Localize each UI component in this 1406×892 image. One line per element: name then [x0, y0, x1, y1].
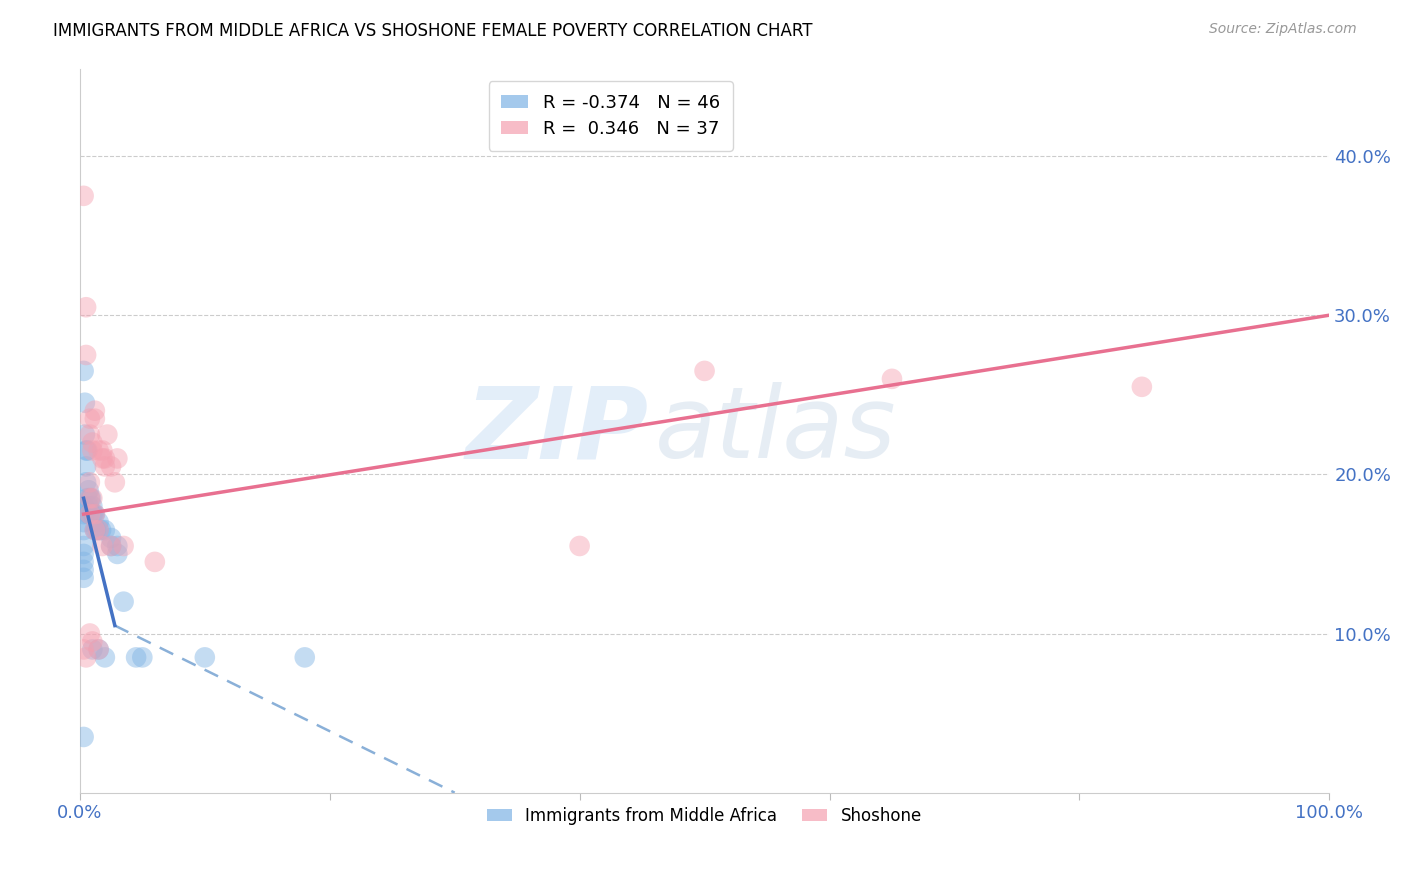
Text: Source: ZipAtlas.com: Source: ZipAtlas.com — [1209, 22, 1357, 37]
Point — [83, 403, 105, 417]
Point — [100, 539, 122, 553]
Point — [880, 372, 903, 386]
Point — [87, 523, 110, 537]
Point — [72, 523, 94, 537]
Point — [72, 539, 94, 553]
Point — [105, 547, 128, 561]
Point — [75, 443, 97, 458]
Point — [79, 507, 101, 521]
Point — [72, 730, 94, 744]
Point — [79, 507, 101, 521]
Point — [82, 634, 104, 648]
Point — [100, 459, 122, 474]
Point — [96, 427, 118, 442]
Point — [77, 499, 100, 513]
Point — [83, 523, 105, 537]
Point — [693, 364, 716, 378]
Point — [131, 650, 153, 665]
Point — [1130, 380, 1153, 394]
Point — [90, 523, 112, 537]
Point — [72, 515, 94, 529]
Point — [87, 642, 110, 657]
Point — [72, 571, 94, 585]
Point — [79, 411, 101, 425]
Point — [79, 427, 101, 442]
Point — [72, 555, 94, 569]
Point — [87, 515, 110, 529]
Point — [72, 499, 94, 513]
Point — [194, 650, 217, 665]
Point — [91, 539, 114, 553]
Point — [79, 475, 101, 490]
Point — [112, 539, 135, 553]
Point — [76, 443, 98, 458]
Point — [82, 507, 104, 521]
Point — [72, 642, 94, 657]
Point — [87, 443, 110, 458]
Point — [77, 507, 100, 521]
Point — [82, 435, 104, 450]
Point — [79, 626, 101, 640]
Point — [100, 539, 122, 553]
Point — [72, 563, 94, 577]
Point — [94, 451, 117, 466]
Point — [83, 411, 105, 425]
Point — [76, 491, 98, 506]
Point — [94, 459, 117, 474]
Point — [94, 523, 117, 537]
Point — [73, 395, 96, 409]
Point — [83, 507, 105, 521]
Point — [75, 459, 97, 474]
Point — [91, 451, 114, 466]
Text: atlas: atlas — [655, 382, 896, 479]
Point — [143, 555, 166, 569]
Point — [80, 491, 103, 506]
Point — [75, 300, 97, 314]
Point — [294, 650, 316, 665]
Point — [82, 499, 104, 513]
Point — [77, 483, 100, 498]
Point — [75, 348, 97, 362]
Point — [84, 523, 107, 537]
Point — [568, 539, 591, 553]
Point — [73, 427, 96, 442]
Point — [82, 491, 104, 506]
Point — [72, 507, 94, 521]
Point — [87, 523, 110, 537]
Point — [83, 523, 105, 537]
Point — [72, 547, 94, 561]
Point — [105, 451, 128, 466]
Point — [75, 650, 97, 665]
Point — [94, 650, 117, 665]
Point — [72, 364, 94, 378]
Legend: Immigrants from Middle Africa, Shoshone: Immigrants from Middle Africa, Shoshone — [477, 797, 932, 835]
Point — [104, 475, 127, 490]
Point — [83, 507, 105, 521]
Point — [100, 531, 122, 545]
Point — [105, 539, 128, 553]
Point — [79, 491, 101, 506]
Text: IMMIGRANTS FROM MIDDLE AFRICA VS SHOSHONE FEMALE POVERTY CORRELATION CHART: IMMIGRANTS FROM MIDDLE AFRICA VS SHOSHON… — [53, 22, 813, 40]
Point — [87, 642, 110, 657]
Point — [72, 189, 94, 203]
Point — [75, 475, 97, 490]
Point — [83, 507, 105, 521]
Point — [82, 642, 104, 657]
Point — [125, 650, 148, 665]
Point — [112, 595, 135, 609]
Point — [79, 491, 101, 506]
Text: ZIP: ZIP — [465, 382, 648, 479]
Point — [91, 443, 114, 458]
Point — [82, 443, 104, 458]
